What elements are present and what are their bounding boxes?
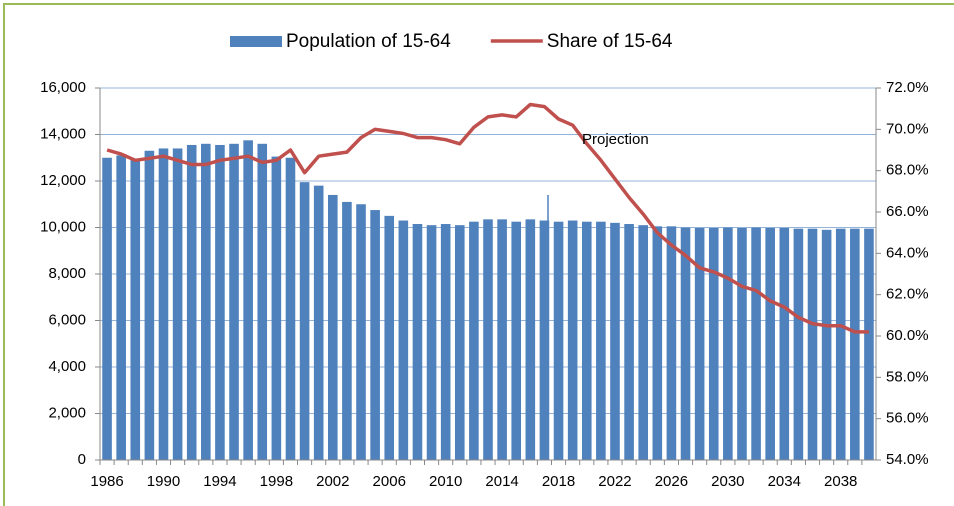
x-tick-label: 2010: [429, 473, 462, 490]
bar: [243, 140, 253, 460]
y2-tick-label: 54.0%: [886, 451, 929, 468]
bar: [313, 185, 324, 460]
bar: [567, 220, 578, 460]
y2-tick-label: 64.0%: [886, 244, 929, 261]
bar: [835, 228, 846, 460]
y-tick-label: 16,000: [40, 79, 86, 96]
x-tick-label: 1994: [203, 473, 236, 490]
bar: [553, 221, 564, 460]
bar: [257, 143, 268, 461]
x-tick-label: 2014: [485, 473, 518, 490]
bar: [285, 157, 296, 460]
bar: [751, 227, 761, 460]
bar: [610, 222, 620, 460]
bar: [328, 194, 338, 460]
bar: [539, 220, 550, 460]
bar: [356, 204, 366, 460]
y2-tick-label: 62.0%: [886, 286, 929, 303]
bar: [215, 144, 225, 460]
legend-label: Share of 15-64: [547, 31, 673, 52]
bar: [652, 226, 663, 460]
bar: [850, 228, 860, 460]
bar: [271, 156, 282, 460]
bar: [666, 226, 677, 460]
bar: [723, 227, 733, 460]
bar: [102, 157, 112, 460]
line: [106, 102, 869, 334]
y-tick-label: 0: [78, 451, 86, 468]
frame: [3, 3, 954, 506]
x-tick-label: 2018: [542, 473, 575, 490]
y-tick-label: 10,000: [40, 218, 86, 235]
bar: [525, 219, 536, 460]
y2-tick-label: 68.0%: [886, 162, 929, 179]
bar: [511, 221, 522, 460]
bar: [130, 160, 141, 460]
y2-tick-label: 66.0%: [886, 203, 929, 220]
x-tick-label: 2002: [316, 473, 349, 490]
bar: [454, 225, 465, 460]
y-tick-label: 8,000: [48, 265, 86, 282]
bar: [821, 229, 832, 460]
bar: [638, 225, 648, 460]
x-tick-label: 2006: [373, 473, 406, 490]
bar: [497, 219, 507, 460]
bar: [680, 227, 691, 460]
bar: [426, 225, 437, 460]
x-tick-label: 2034: [768, 473, 801, 490]
annotation: Projection: [582, 131, 649, 148]
bar: [229, 143, 239, 461]
bar: [342, 201, 352, 461]
bar: [596, 221, 606, 460]
x-tick-label: 1986: [90, 473, 123, 490]
bar: [469, 221, 479, 460]
bar: [172, 148, 183, 460]
bar: [864, 228, 874, 460]
bar: [793, 228, 804, 460]
y2-tick-label: 56.0%: [886, 410, 929, 427]
x-tick-label: 2030: [711, 473, 744, 490]
bar: [737, 227, 747, 460]
bar: [370, 210, 380, 460]
y-tick-label: 6,000: [48, 311, 86, 328]
bar: [779, 227, 790, 460]
y2-tick-label: 72.0%: [886, 79, 929, 96]
bar: [201, 143, 211, 461]
bar: [158, 148, 169, 460]
y-tick-label: 2,000: [48, 404, 86, 421]
bar: [398, 220, 409, 460]
bar: [581, 221, 592, 460]
bar: [299, 182, 310, 460]
y2-tick-label: 58.0%: [886, 368, 929, 385]
y-tick-label: 4,000: [48, 358, 86, 375]
bar: [116, 155, 126, 461]
x-tick-label: 2022: [598, 473, 631, 490]
bar: [624, 224, 634, 460]
y2-tick-label: 70.0%: [886, 120, 929, 137]
y-tick-label: 14,000: [40, 125, 86, 142]
bar: [440, 224, 451, 460]
bar: [765, 227, 775, 460]
y2-tick-label: 60.0%: [886, 327, 929, 344]
y-tick-label: 12,000: [40, 172, 86, 189]
bar: [186, 144, 197, 460]
bar: [412, 224, 423, 460]
bar: [144, 150, 155, 460]
x-tick-label: 2038: [824, 473, 857, 490]
legend-swatch: [230, 36, 282, 47]
bar: [483, 219, 493, 460]
x-tick-label: 1998: [260, 473, 293, 490]
legend-label: Population of 15-64: [286, 31, 451, 52]
bar: [694, 227, 705, 460]
bar: [807, 228, 818, 460]
bar: [384, 215, 395, 460]
x-tick-label: 1990: [147, 473, 180, 490]
bar: [708, 227, 719, 460]
x-tick-label: 2026: [655, 473, 688, 490]
